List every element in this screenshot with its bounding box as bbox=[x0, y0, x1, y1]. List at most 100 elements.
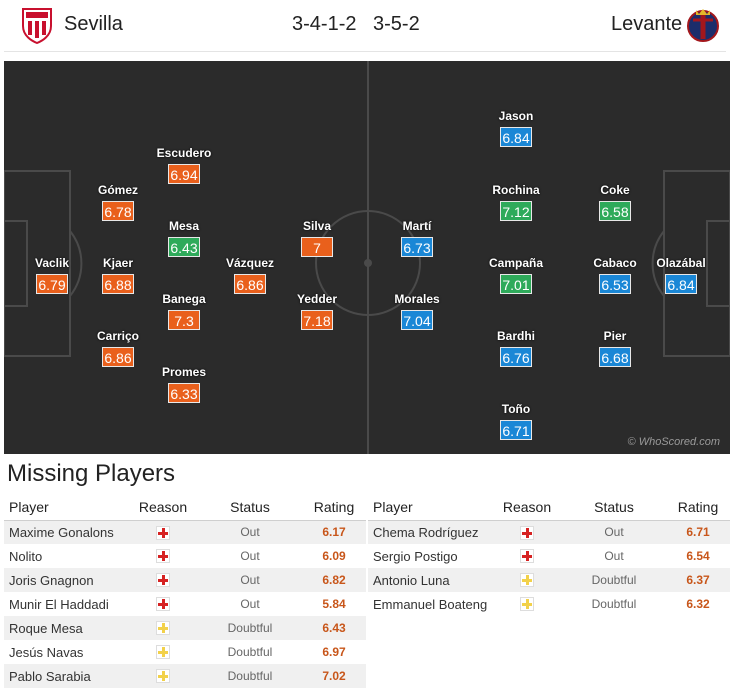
player-card[interactable]: Banega 7.3 bbox=[144, 292, 224, 331]
missing-player-name[interactable]: Nolito bbox=[9, 548, 43, 564]
player-rating: 7.01 bbox=[500, 274, 532, 294]
player-rating: 6.33 bbox=[168, 383, 200, 403]
rating-cell: 6.71 bbox=[666, 520, 730, 544]
player-card[interactable]: Yedder 7.18 bbox=[277, 292, 357, 331]
player-card[interactable]: Campaña 7.01 bbox=[476, 256, 556, 295]
missing-player-name[interactable]: Chema Rodríguez bbox=[368, 520, 492, 544]
doubtful-icon bbox=[156, 645, 170, 660]
table-row: Joris Gnagnon Out 6.82 bbox=[4, 568, 366, 592]
doubtful-icon bbox=[156, 669, 170, 684]
missing-player-name[interactable]: Antonio Luna bbox=[368, 568, 492, 592]
player-name: Gómez bbox=[97, 183, 138, 197]
status-cell: Doubtful bbox=[591, 597, 637, 611]
player-rating: 6.84 bbox=[665, 274, 697, 294]
player-name: Toño bbox=[501, 402, 531, 416]
reason-cell bbox=[492, 568, 562, 592]
reason-cell bbox=[128, 640, 198, 664]
status-cell: Doubtful bbox=[198, 616, 302, 640]
player-name: Rochina bbox=[492, 183, 540, 197]
player-card[interactable]: Mesa 6.43 bbox=[144, 219, 224, 258]
injury-icon bbox=[520, 525, 534, 540]
sevilla-crest-icon bbox=[22, 8, 52, 44]
player-rating: 6.53 bbox=[599, 274, 631, 294]
missing-player-name[interactable]: Maxime Gonalons bbox=[4, 520, 128, 544]
table-row: Chema Rodríguez Out 6.71 bbox=[368, 520, 730, 544]
player-card[interactable]: Silva 7 bbox=[277, 219, 357, 258]
missing-player-name[interactable]: Sergio Postigo bbox=[373, 548, 458, 564]
missing-player-name[interactable]: Pablo Sarabia bbox=[4, 664, 128, 688]
rating-cell: 6.43 bbox=[302, 616, 366, 640]
away-missing-table: Player Reason Status Rating Chema Rodríg… bbox=[368, 494, 730, 616]
table-row: Emmanuel Boateng Doubtful 6.32 bbox=[368, 592, 730, 616]
away-team-name[interactable]: Levante bbox=[611, 13, 683, 35]
rating-cell: 6.37 bbox=[666, 568, 730, 592]
player-card[interactable]: Pier 6.68 bbox=[575, 329, 655, 368]
player-card[interactable]: Kjaer 6.88 bbox=[78, 256, 158, 295]
rating-cell: 6.97 bbox=[322, 645, 346, 659]
whoscored-watermark: © WhoScored.com bbox=[627, 436, 720, 448]
player-rating: 7 bbox=[301, 237, 333, 257]
player-rating: 6.68 bbox=[599, 347, 631, 367]
player-rating: 7.18 bbox=[301, 310, 333, 330]
reason-cell bbox=[128, 592, 198, 616]
player-card[interactable]: Gómez 6.78 bbox=[78, 183, 158, 222]
player-card[interactable]: Vaclik 6.79 bbox=[12, 256, 92, 295]
reason-cell bbox=[492, 520, 562, 544]
player-card[interactable]: Toño 6.71 bbox=[476, 402, 556, 441]
player-name: Pier bbox=[603, 329, 627, 343]
player-card[interactable]: Olazábal 6.84 bbox=[641, 256, 721, 295]
player-card[interactable]: Vázquez 6.86 bbox=[210, 256, 290, 295]
player-name: Kjaer bbox=[102, 256, 134, 270]
home-team-name[interactable]: Sevilla bbox=[64, 13, 123, 35]
rating-cell: 6.54 bbox=[686, 549, 710, 563]
reason-cell bbox=[492, 592, 562, 616]
player-card[interactable]: Martí 6.73 bbox=[377, 219, 457, 258]
player-name: Vázquez bbox=[225, 256, 274, 270]
missing-player-name[interactable]: Emmanuel Boateng bbox=[373, 596, 488, 612]
table-row: Nolito Out 6.09 bbox=[4, 544, 366, 568]
missing-player-name[interactable]: Roque Mesa bbox=[4, 616, 128, 640]
table-row: Antonio Luna Doubtful 6.37 bbox=[368, 568, 730, 592]
col-header-status: Status bbox=[562, 494, 666, 521]
doubtful-icon bbox=[156, 621, 170, 636]
home-missing-table: Player Reason Status Rating Maxime Gonal… bbox=[4, 494, 366, 688]
levante-crest-icon bbox=[687, 9, 719, 42]
player-rating: 7.04 bbox=[401, 310, 433, 330]
player-name: Yedder bbox=[296, 292, 338, 306]
player-rating: 6.71 bbox=[500, 420, 532, 440]
table-row: Maxime Gonalons Out 6.17 bbox=[4, 520, 366, 544]
status-cell: Doubtful bbox=[227, 645, 273, 659]
home-formation: 3-4-1-2 bbox=[292, 13, 357, 35]
player-card[interactable]: Carriço 6.86 bbox=[78, 329, 158, 368]
player-card[interactable]: Escudero 6.94 bbox=[144, 146, 224, 185]
status-cell: Out bbox=[604, 549, 624, 563]
missing-player-name[interactable]: Munir El Haddadi bbox=[9, 596, 109, 612]
player-name: Cabaco bbox=[593, 256, 637, 270]
col-header-rating: Rating bbox=[302, 494, 366, 521]
injury-icon bbox=[156, 525, 170, 540]
player-card[interactable]: Cabaco 6.53 bbox=[575, 256, 655, 295]
status-cell: Doubtful bbox=[562, 568, 666, 592]
player-card[interactable]: Rochina 7.12 bbox=[476, 183, 556, 222]
rating-cell: 6.17 bbox=[302, 520, 366, 544]
match-header: Sevilla 3-4-1-2 3-5-2 Levante bbox=[4, 0, 726, 52]
player-name: Vaclik bbox=[34, 256, 70, 270]
player-card[interactable]: Jason 6.84 bbox=[476, 109, 556, 148]
player-name: Coke bbox=[600, 183, 630, 197]
player-card[interactable]: Coke 6.58 bbox=[575, 183, 655, 222]
player-rating: 6.79 bbox=[36, 274, 68, 294]
player-card[interactable]: Morales 7.04 bbox=[377, 292, 457, 331]
player-name: Banega bbox=[162, 292, 206, 306]
player-card[interactable]: Bardhi 6.76 bbox=[476, 329, 556, 368]
reason-cell bbox=[492, 544, 562, 568]
player-rating: 6.73 bbox=[401, 237, 433, 257]
player-card[interactable]: Promes 6.33 bbox=[144, 365, 224, 404]
missing-player-name[interactable]: Joris Gnagnon bbox=[4, 568, 128, 592]
player-name: Carriço bbox=[96, 329, 140, 343]
missing-player-name[interactable]: Jesús Navas bbox=[9, 644, 84, 660]
col-header-rating: Rating bbox=[666, 494, 730, 521]
col-header-reason: Reason bbox=[128, 494, 198, 521]
player-rating: 7.3 bbox=[168, 310, 200, 330]
player-name: Jason bbox=[498, 109, 534, 123]
player-rating: 6.43 bbox=[168, 237, 200, 257]
